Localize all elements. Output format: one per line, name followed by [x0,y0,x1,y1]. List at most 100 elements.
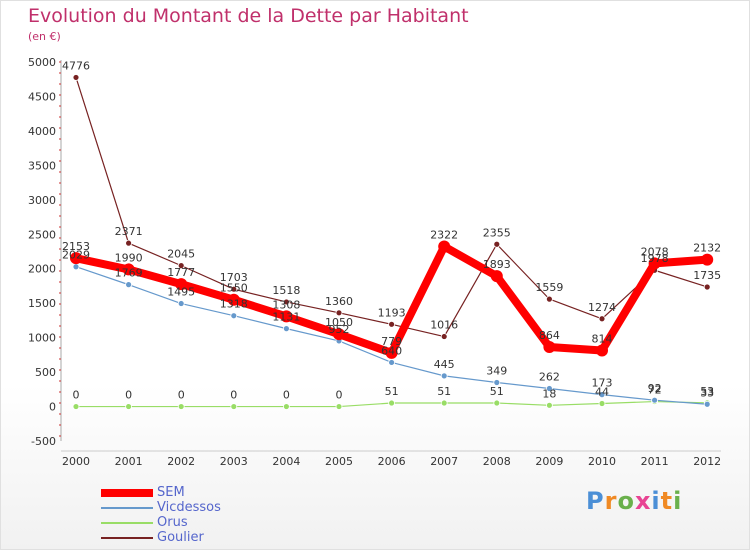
legend-swatch [101,521,153,524]
data-point-vicdessos [282,325,290,333]
data-label-goulier: 1559 [535,281,563,294]
data-point-orus [72,403,80,410]
data-label-orus: 53 [700,385,714,398]
data-point-vicdessos [651,396,658,404]
x-tick-label: 2004 [272,455,300,468]
legend-item-orus: Orus [101,515,221,530]
legend-label: SEM [157,485,185,500]
data-label-vicdessos: 2029 [62,249,90,262]
data-point-goulier [388,320,396,328]
legend-swatch [101,536,153,539]
logo-letter: P [586,487,605,515]
data-label-orus: 0 [178,389,185,402]
x-tick-label: 2001 [115,455,143,468]
data-label-vicdessos: 92 [648,382,662,395]
data-label-vicdessos: 952 [329,323,350,336]
data-point-goulier [230,285,238,293]
data-point-orus [493,399,501,407]
legend-label: Orus [157,515,188,530]
data-point-goulier [703,283,711,291]
data-label-goulier: 4776 [62,59,90,72]
data-label-orus: 0 [283,389,290,402]
legend-swatch [101,506,153,509]
y-tick-label: 3500 [28,159,56,172]
data-label-vicdessos: 445 [434,358,455,371]
data-point-orus [546,401,553,409]
y-tick-label: 2000 [28,263,56,276]
data-label-goulier: 2045 [167,248,195,261]
data-label-orus: 72 [648,384,662,397]
data-point-goulier [282,298,290,306]
data-label-goulier: 1360 [325,295,353,308]
data-label-sem: 1990 [115,251,143,264]
x-tick-label: 2008 [483,455,511,468]
logo-letter: t [660,487,674,515]
y-tick-label: 0 [49,401,56,414]
data-label-vicdessos: 262 [539,370,560,383]
data-point-vicdessos [388,359,396,366]
data-point-orus [598,400,606,407]
data-label-goulier: 1193 [378,306,406,319]
data-point-orus [388,399,396,407]
data-point-sem [122,263,135,276]
legend-label: Goulier [157,530,204,545]
data-label-orus: 0 [230,389,237,402]
data-label-goulier: 2371 [115,225,143,238]
x-tick-label: 2009 [535,455,563,468]
data-point-vicdessos [177,300,185,307]
data-point-goulier [177,262,185,270]
data-label-sem: 1777 [167,266,195,279]
proxiti-logo: Proxiti [586,487,682,515]
data-point-sem [227,293,240,306]
data-point-sem [490,270,503,283]
data-label-goulier: 2355 [483,226,511,239]
y-tick-label: 4500 [28,90,56,103]
legend-item-sem: SEM [101,485,221,500]
data-label-orus: 51 [437,385,451,398]
data-label-sem: 779 [381,335,402,348]
data-label-sem: 2153 [62,240,90,253]
data-label-goulier: 1274 [588,301,616,314]
x-tick-label: 2005 [325,455,353,468]
x-tick-label: 2010 [588,455,616,468]
data-label-orus: 0 [73,389,80,402]
data-point-orus [335,403,343,410]
x-tick-label: 2012 [693,455,721,468]
data-point-orus [282,403,290,410]
data-point-goulier [335,309,343,317]
data-point-vicdessos [493,379,501,386]
data-label-vicdessos: 1131 [272,311,300,324]
data-label-goulier: 1703 [220,271,248,284]
data-point-sem [175,278,188,291]
data-point-goulier [493,240,501,248]
y-tick-label: 1000 [28,332,56,345]
legend-item-goulier: Goulier [101,530,221,545]
data-label-vicdessos: 33 [700,386,714,399]
data-label-goulier: 1016 [430,319,458,332]
legend-label: Vicdessos [157,500,221,515]
data-point-sem [648,257,661,270]
data-label-sem: 1308 [272,298,300,311]
data-label-orus: 0 [125,389,132,402]
data-point-orus [230,403,238,410]
data-point-goulier [440,333,448,340]
data-point-goulier [125,239,132,247]
data-label-orus: 44 [595,386,609,399]
data-label-vicdessos: 1769 [115,267,143,280]
data-point-goulier [598,315,606,323]
logo-letter: r [604,487,618,515]
logo-letter: x [634,487,652,515]
data-point-orus [177,403,185,410]
data-label-orus: 18 [542,387,556,400]
chart-title: Evolution du Montant de la Dette par Hab… [28,5,469,27]
data-label-goulier: 1978 [641,252,669,265]
data-point-sem [701,253,714,266]
data-label-sem: 1893 [483,258,511,271]
data-point-sem [438,240,451,253]
logo-letter: i [673,487,683,515]
x-tick-label: 2006 [378,455,406,468]
x-tick-label: 2007 [430,455,458,468]
data-point-sem [280,310,293,323]
